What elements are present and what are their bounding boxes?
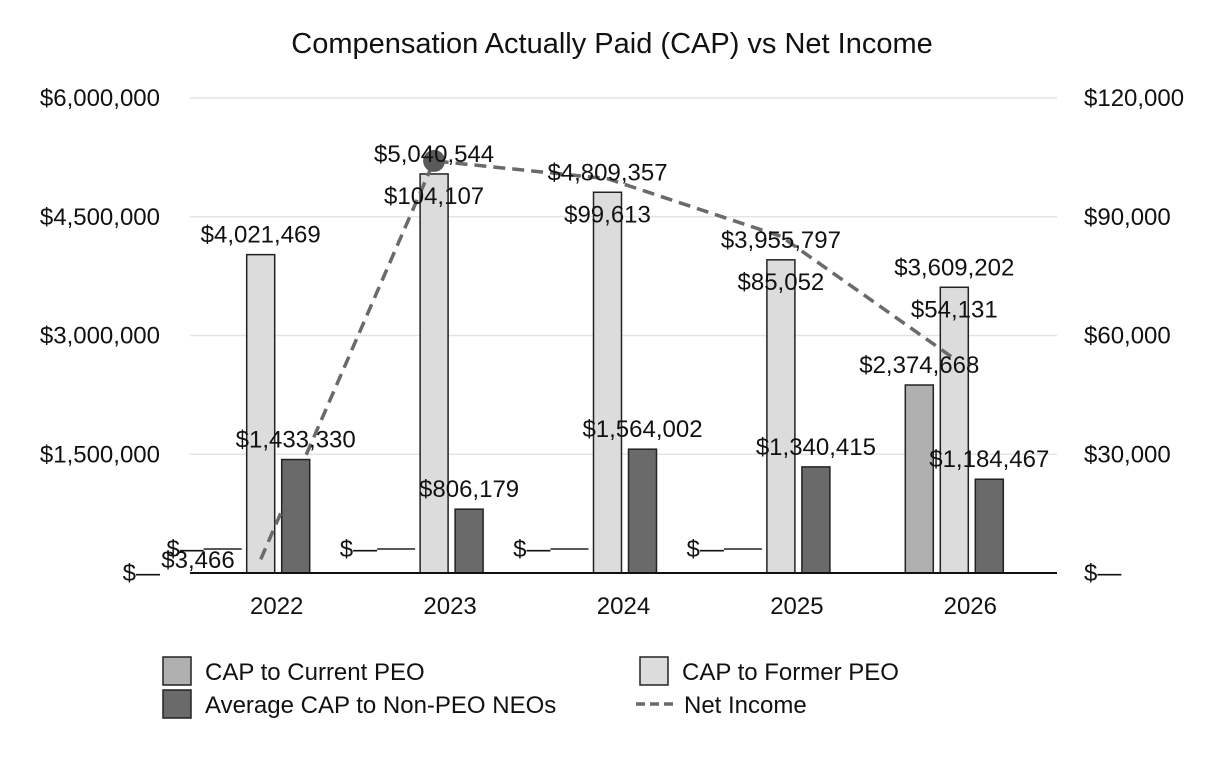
bar-data-label: $3,955,797 [721,227,841,254]
bar-data-label: $806,179 [419,476,519,503]
bar-data-label: $1,184,467 [929,446,1049,473]
net-income-line [259,149,956,560]
bar [454,508,484,574]
right-tick-label: $— [1084,560,1121,587]
right-axis: $— $30,000 $60,000 $90,000 $120,000 [1084,85,1184,587]
net-income-point [423,149,446,172]
x-tick-label: 2023 [423,593,476,620]
left-tick-label: $3,000,000 [40,323,160,350]
bar-data-label: $1,340,415 [756,434,876,461]
bar-data-label: $— [340,536,377,563]
x-axis: 2022 2023 2024 2025 2026 [250,593,997,620]
line-data-label: $99,613 [564,201,651,228]
bar-data-label: $1,433,330 [236,427,356,454]
line-data-label: $54,131 [911,296,998,323]
x-tick-label: 2024 [597,593,650,620]
legend-swatch [162,689,192,719]
left-tick-label: $6,000,000 [40,85,160,112]
bar-data-label: $— [687,536,724,563]
bar-data-label: $3,609,202 [894,254,1014,281]
chart-title: Compensation Actually Paid (CAP) vs Net … [291,28,933,60]
bar [766,259,796,574]
bar [939,286,970,574]
x-tick-label: 2026 [944,593,997,620]
line-data-label: $85,052 [738,269,825,296]
bar-data-label: $5,040,544 [374,141,494,168]
legend-label: CAP to Former PEO [682,659,899,686]
bar-data-label: $2,374,668 [859,352,979,379]
legend-label: Average CAP to Non-PEO NEOs [205,692,556,719]
left-tick-label: $4,500,000 [40,204,160,231]
left-tick-label: $— [123,560,160,587]
x-tick-label: 2022 [250,593,303,620]
bar [280,458,311,574]
legend-swatch [639,656,669,686]
bar [904,384,935,574]
data-labels: $— $4,021,469 $1,433,330 $— $5,040,544 $806,1… [161,141,1049,574]
left-axis: $— $1,500,000 $3,000,000 $4,500,000 $6,000,0… [40,85,160,587]
bars [203,173,1005,574]
legend-label: Net Income [684,692,807,719]
x-tick-label: 2025 [770,593,823,620]
bar [801,466,831,574]
legend-swatch [162,656,192,686]
bar [245,253,276,574]
bar-data-label: $— [166,536,203,563]
left-tick-label: $1,500,000 [40,441,160,468]
bar [627,448,658,574]
bar-data-label: $— [513,536,550,563]
bar [419,173,449,574]
bar-data-label: $1,564,002 [582,416,702,443]
line-data-label: $3,466 [161,547,234,574]
bar [974,478,1005,574]
right-tick-label: $90,000 [1084,204,1171,231]
line-data-label: $104,107 [384,183,484,210]
right-tick-label: $30,000 [1084,441,1171,468]
legend: CAP to Current PEO CAP to Former PEO Avera… [162,656,899,719]
right-tick-label: $60,000 [1084,323,1171,350]
bar [592,191,623,574]
net-income-polyline [259,159,956,560]
bar-data-label: $4,021,469 [201,222,321,249]
legend-label: CAP to Current PEO [205,659,425,686]
right-tick-label: $120,000 [1084,85,1184,112]
bar-data-label: $4,809,357 [547,159,667,186]
